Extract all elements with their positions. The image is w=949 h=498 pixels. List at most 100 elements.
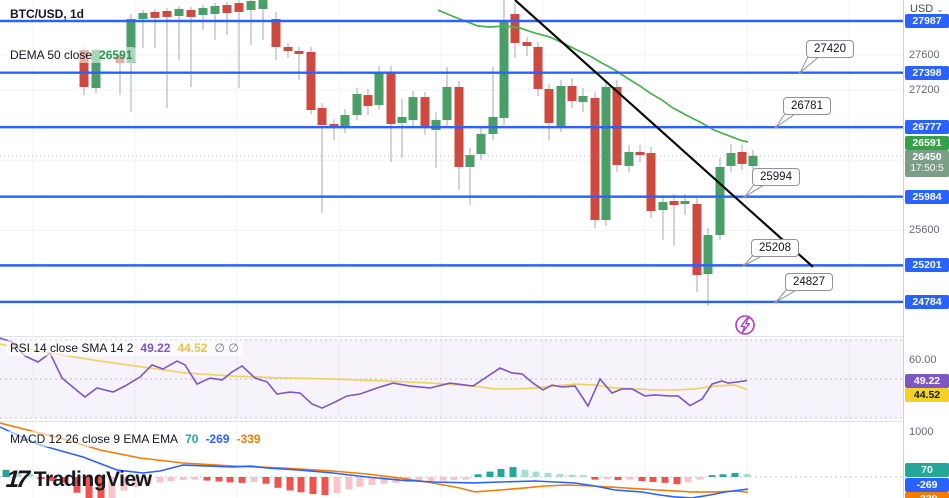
macd-line-badge: -269 <box>905 478 949 492</box>
price-callout-label[interactable]: 25994 <box>752 168 800 186</box>
last-price-value: 26450 <box>912 151 942 163</box>
candle-body <box>246 1 256 11</box>
candle-body <box>352 93 362 116</box>
macd-histogram-bar <box>144 477 152 485</box>
candle-body <box>374 71 384 106</box>
macd-histogram-bar <box>368 477 376 486</box>
candle-body <box>115 55 125 64</box>
macd-histogram-bar <box>321 477 329 495</box>
macd-histogram-bar <box>591 477 599 480</box>
macd-histogram-bar <box>97 477 105 498</box>
rsi-sma-line <box>0 343 748 391</box>
price-level-badge: 27398 <box>905 65 949 80</box>
macd-histogram-bar <box>626 477 634 480</box>
candle-body <box>283 46 293 51</box>
macd-histogram-bar <box>661 477 669 483</box>
price-callout-label[interactable]: 24827 <box>785 273 833 291</box>
candle-body <box>510 13 520 44</box>
candle-body <box>222 5 232 14</box>
macd-signal-badge: -339 <box>905 492 949 498</box>
macd-histogram-bar <box>708 475 716 477</box>
macd-histogram-bar <box>603 477 611 480</box>
macd-histogram-bar <box>521 469 529 477</box>
candle-body <box>624 151 634 166</box>
price-callout-label[interactable]: 25208 <box>751 239 799 257</box>
macd-histogram-bar <box>120 477 128 491</box>
candle-body <box>363 95 373 106</box>
candle-body <box>317 108 327 126</box>
macd-histogram-bar <box>191 477 199 480</box>
macd-histogram-bar <box>743 473 751 477</box>
macd-histogram-bar <box>156 477 164 483</box>
macd-histogram-bar <box>638 477 646 482</box>
candle-body <box>420 97 430 129</box>
callout-anchor <box>743 195 747 199</box>
dema-line <box>437 9 749 143</box>
candle-body <box>408 97 418 121</box>
macd-histogram-bar <box>61 477 69 483</box>
macd-histogram-bar <box>132 477 140 487</box>
macd-histogram-bar <box>345 477 353 490</box>
rsi-line <box>0 337 748 409</box>
price-callout-label[interactable]: 27420 <box>806 40 854 58</box>
price-axis[interactable]: USD ⌄ 27600 27200 25600 27987 27398 26777 25984… <box>903 0 949 498</box>
price-level-badge: 26777 <box>905 120 949 135</box>
candle-body <box>715 166 725 236</box>
macd-histogram-bar <box>486 471 494 477</box>
callout-anchor <box>742 263 746 267</box>
bar-countdown: 17:50:5 <box>910 163 944 174</box>
chart-canvas[interactable] <box>0 0 903 498</box>
callout-anchor <box>798 71 802 75</box>
candle-body <box>150 11 160 18</box>
candle-body <box>397 116 407 124</box>
candle-body <box>476 133 486 154</box>
macd-histogram-bar <box>215 477 223 482</box>
macd-histogram-bar <box>556 473 564 477</box>
currency-selector[interactable]: USD ⌄ <box>910 3 944 15</box>
macd-histogram-bar <box>649 477 657 482</box>
candle-body <box>658 201 668 211</box>
macd-histogram-bar <box>262 477 270 484</box>
macd-histogram-bar <box>85 477 93 498</box>
macd-histogram-bar <box>238 477 246 483</box>
price-level-badge: 24784 <box>905 294 949 309</box>
macd-histogram-bar <box>462 477 470 480</box>
candle-body <box>669 201 679 206</box>
candle-body <box>442 86 452 121</box>
price-level-badge: 25984 <box>905 189 949 204</box>
candle-body <box>91 50 101 89</box>
candle-body <box>680 201 690 204</box>
macd-axis-tick: 1000 <box>909 426 934 438</box>
macd-histogram-bar <box>73 477 81 493</box>
macd-histogram-bar <box>731 472 739 477</box>
macd-histogram-bar <box>309 477 317 495</box>
macd-histogram-bar <box>286 477 294 491</box>
candle-body <box>79 50 89 87</box>
candle-body <box>646 153 656 211</box>
lightning-icon[interactable] <box>740 317 751 333</box>
candle-body <box>431 120 441 131</box>
candle-body <box>162 11 172 17</box>
price-callout-label[interactable]: 26781 <box>783 97 831 115</box>
candle-body <box>126 18 136 64</box>
price-axis-tick: 27600 <box>909 48 940 61</box>
macd-signal-line <box>0 422 749 494</box>
candle-body <box>186 10 196 17</box>
candle-body <box>601 86 611 221</box>
candle-body <box>234 3 244 12</box>
macd-histogram-bar <box>14 472 22 477</box>
candle-body <box>692 203 702 276</box>
candle-body <box>522 42 532 46</box>
rsi-axis-tick: 60.00 <box>909 353 937 366</box>
macd-histogram-bar <box>333 477 341 494</box>
macd-histogram-bar <box>719 474 727 477</box>
candle-body <box>198 8 208 16</box>
candle-body <box>567 86 577 101</box>
macd-histogram-bar <box>250 477 258 482</box>
candle-body <box>635 151 645 156</box>
macd-histogram-bar <box>684 477 692 483</box>
price-level-badge: 27987 <box>905 14 949 28</box>
macd-histogram-bar <box>614 477 622 481</box>
macd-histogram-bar <box>274 477 282 488</box>
macd-line <box>0 426 749 498</box>
